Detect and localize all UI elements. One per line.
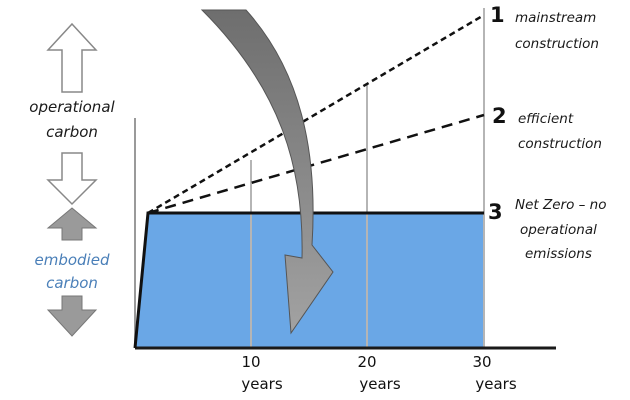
tick-10-value: 10 [241, 353, 260, 371]
scenario-2-number: 2 [492, 104, 507, 128]
tick-30-value: 30 [472, 353, 491, 371]
scenario-2-label-line2: construction [518, 136, 602, 152]
scenario-1-label-line1: mainstream [515, 10, 596, 26]
scenario-2-label-line1: efficient [518, 111, 574, 127]
tick-30-unit: years [475, 375, 516, 393]
embodied-up-arrow-icon [46, 207, 98, 241]
operational-down-arrow-icon [46, 152, 98, 206]
scenario-2-line [147, 113, 485, 215]
embodied-label-line2: carbon [46, 274, 98, 292]
curved-down-arrow-icon [200, 9, 334, 335]
embodied-down-arrow-icon [46, 295, 98, 337]
tick-20-value: 20 [357, 353, 376, 371]
scenario-1-label-line2: construction [515, 36, 599, 52]
operational-label-line1: operational [29, 98, 115, 116]
tick-10-unit: years [241, 375, 282, 393]
tick-20-unit: years [359, 375, 400, 393]
scenario-3-label-line1: Net Zero – no [515, 197, 607, 213]
scenario-3-label-line2: operational [520, 222, 597, 238]
scenario-3-label-line3: emissions [525, 246, 592, 262]
embodied-label-line1: embodied [35, 251, 110, 269]
scenario-3-number: 3 [488, 200, 503, 224]
scenario-3-line [133, 211, 484, 349]
operational-up-arrow-icon [46, 22, 98, 93]
scenario-1-line [147, 13, 485, 215]
scenario-1-number: 1 [490, 3, 505, 27]
operational-label-line2: carbon [46, 123, 98, 141]
